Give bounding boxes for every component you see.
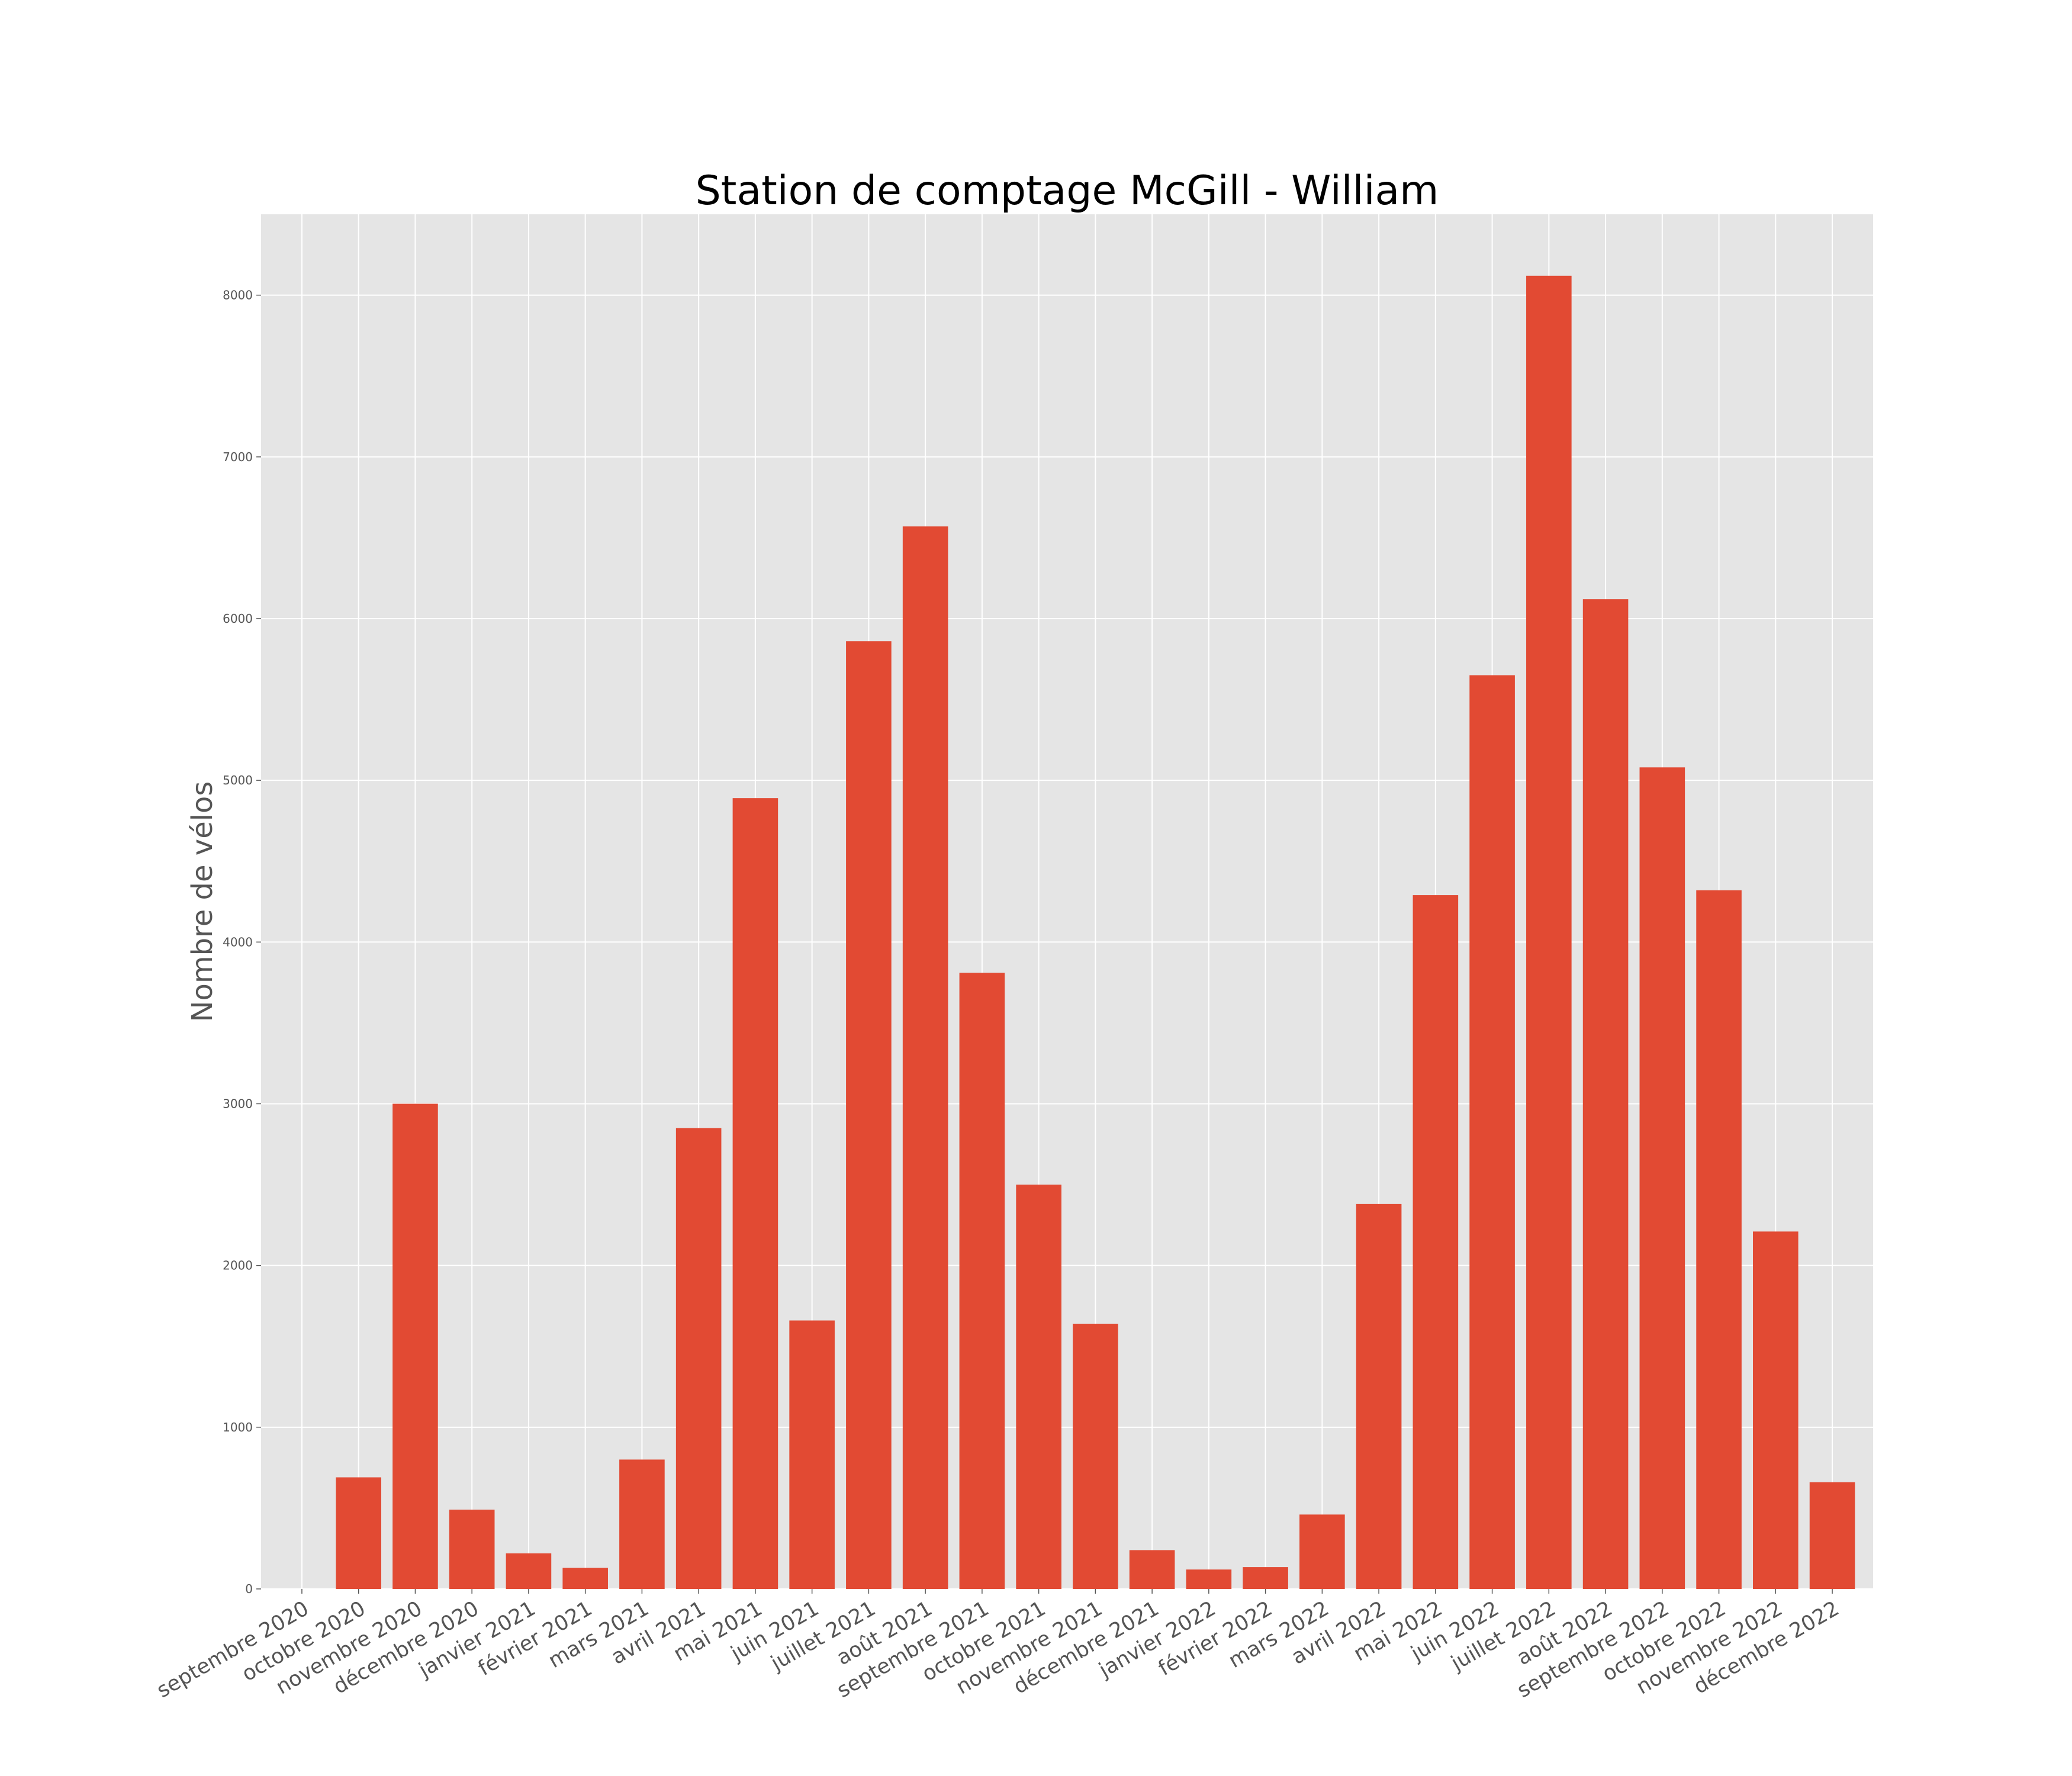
bar (336, 1477, 381, 1589)
bar (1809, 1482, 1855, 1589)
bar (1129, 1550, 1175, 1589)
y-tick-label: 7000 (223, 450, 253, 464)
bar (902, 526, 948, 1589)
y-tick-label: 0 (245, 1582, 253, 1596)
y-tick-label: 1000 (223, 1420, 253, 1434)
bar (846, 641, 892, 1589)
y-axis-label: Nombre de vélos (186, 781, 219, 1022)
bar (732, 798, 778, 1589)
bar (1413, 895, 1459, 1589)
bar (1753, 1231, 1798, 1589)
y-axis-ticks: 0 1000 2000 3000 4000 5000 6000 7000 8000 (223, 288, 261, 1596)
bar (506, 1553, 552, 1589)
bar (1582, 599, 1629, 1590)
bar (562, 1568, 608, 1589)
y-tick-label: 6000 (223, 612, 253, 626)
bar (1526, 275, 1572, 1589)
bar (1299, 1514, 1345, 1589)
bar (675, 1128, 722, 1589)
bar (1639, 767, 1685, 1589)
y-tick-label: 5000 (223, 773, 253, 787)
y-tick-label: 3000 (223, 1096, 253, 1111)
bars (336, 275, 1855, 1590)
bar (1243, 1567, 1288, 1589)
bar (1073, 1323, 1118, 1589)
plot-background (261, 214, 1873, 1589)
chart-title: Station de comptage McGill - William (696, 168, 1439, 214)
bar (1186, 1569, 1232, 1589)
bar (1356, 1204, 1402, 1589)
bar (619, 1459, 665, 1589)
y-tick-label: 2000 (223, 1259, 253, 1273)
y-tick-label: 8000 (223, 288, 253, 303)
bar (1696, 890, 1742, 1589)
bar (449, 1510, 495, 1589)
y-tick-label: 4000 (223, 935, 253, 949)
bar (1016, 1185, 1061, 1589)
bar (959, 973, 1005, 1589)
bar (1469, 675, 1515, 1589)
bar (789, 1320, 835, 1589)
bar (392, 1103, 438, 1589)
